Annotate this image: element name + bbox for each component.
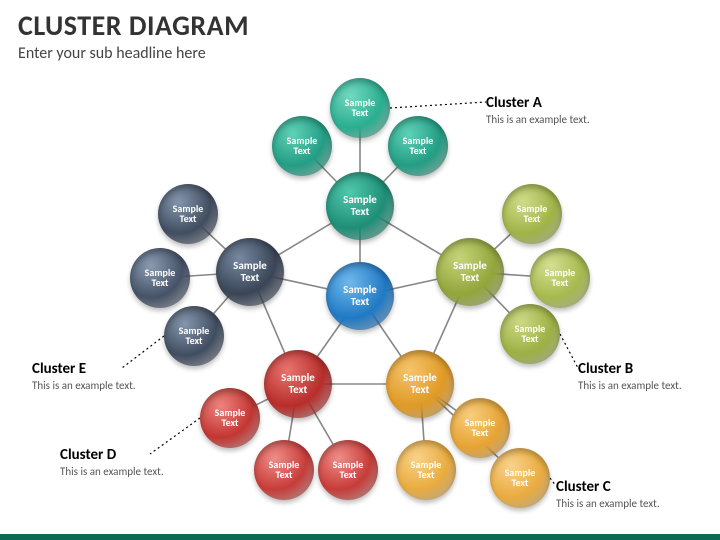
cluster-desc: This is an example text.: [578, 379, 682, 392]
cluster-name: Cluster D: [60, 446, 164, 464]
node-label: SampleText: [277, 372, 319, 395]
leaf-node-c-0: SampleText: [450, 398, 510, 458]
stage: { "title": "CLUSTER DIAGRAM", "subtitle"…: [0, 0, 720, 540]
node-label: SampleText: [399, 372, 441, 395]
node-label: SampleText: [407, 460, 446, 481]
center-node: SampleText: [326, 262, 394, 330]
node-label: SampleText: [141, 268, 180, 289]
node-label: SampleText: [541, 268, 580, 289]
node-label: SampleText: [339, 194, 381, 217]
cluster-desc: This is an example text.: [486, 113, 590, 126]
node-label: SampleText: [211, 408, 250, 429]
leaf-node-d-2: SampleText: [318, 440, 378, 500]
node-label: SampleText: [169, 204, 208, 225]
leaf-node-d-1: SampleText: [254, 440, 314, 500]
leaf-node-b-2: SampleText: [500, 304, 560, 364]
node-label: SampleText: [329, 460, 368, 481]
leaf-node-d-0: SampleText: [200, 388, 260, 448]
hub-node-c: SampleText: [386, 350, 454, 418]
node-label: SampleText: [449, 260, 491, 283]
leaf-node-a-2: SampleText: [388, 116, 448, 176]
hub-node-a: SampleText: [326, 172, 394, 240]
cluster-name: Cluster E: [32, 360, 136, 378]
page-subtitle: Enter your sub headline here: [18, 44, 206, 63]
leaf-node-e-2: SampleText: [164, 306, 224, 366]
leaf-node-e-0: SampleText: [158, 184, 218, 244]
leaf-node-b-0: SampleText: [502, 184, 562, 244]
cluster-name: Cluster B: [578, 360, 682, 378]
node-label: SampleText: [229, 260, 271, 283]
node-label: SampleText: [175, 326, 214, 347]
node-label: SampleText: [283, 136, 322, 157]
node-label: SampleText: [501, 468, 540, 489]
cluster-label-c: Cluster CThis is an example text.: [556, 478, 660, 510]
leaf-node-a-0: SampleText: [272, 116, 332, 176]
leaf-node-b-1: SampleText: [530, 248, 590, 308]
cluster-label-b: Cluster BThis is an example text.: [578, 360, 682, 392]
leaf-node-c-1: SampleText: [396, 440, 456, 500]
cluster-label-a: Cluster AThis is an example text.: [486, 94, 590, 126]
page-title: CLUSTER DIAGRAM: [18, 8, 249, 43]
node-label: SampleText: [339, 284, 381, 307]
node-label: SampleText: [511, 324, 550, 345]
cluster-label-d: Cluster DThis is an example text.: [60, 446, 164, 478]
node-label: SampleText: [513, 204, 552, 225]
cluster-name: Cluster C: [556, 478, 660, 496]
cluster-label-e: Cluster EThis is an example text.: [32, 360, 136, 392]
leaf-node-a-1: SampleText: [330, 78, 390, 138]
node-label: SampleText: [265, 460, 304, 481]
hub-node-b: SampleText: [436, 238, 504, 306]
cluster-desc: This is an example text.: [556, 497, 660, 510]
cluster-desc: This is an example text.: [32, 379, 136, 392]
node-label: SampleText: [341, 98, 380, 119]
leaf-node-c-2: SampleText: [490, 448, 550, 508]
node-label: SampleText: [399, 136, 438, 157]
footer-bar: [0, 534, 720, 540]
node-label: SampleText: [461, 418, 500, 439]
hub-node-d: SampleText: [264, 350, 332, 418]
cluster-name: Cluster A: [486, 94, 590, 112]
hub-node-e: SampleText: [216, 238, 284, 306]
cluster-desc: This is an example text.: [60, 465, 164, 478]
leaf-node-e-1: SampleText: [130, 248, 190, 308]
